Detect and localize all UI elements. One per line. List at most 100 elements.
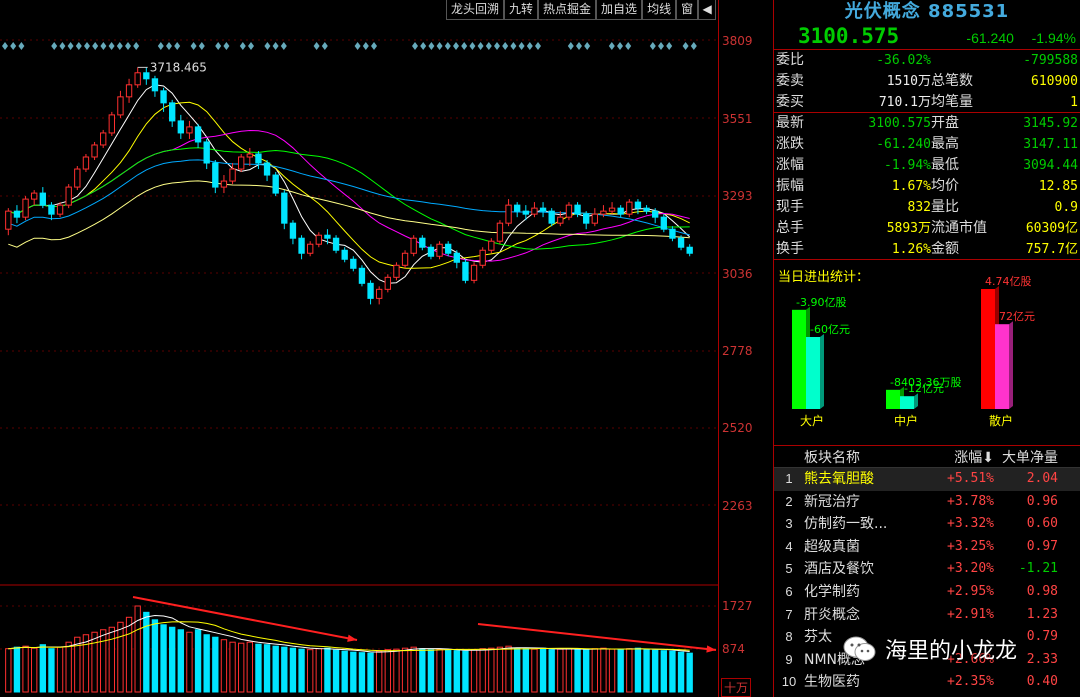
flow-amount-label: -60亿元 <box>810 323 850 336</box>
candle-body <box>341 249 348 260</box>
candle-body <box>263 162 271 176</box>
signal-diamond <box>682 42 689 50</box>
volume-bar <box>143 611 150 693</box>
ma30-line <box>8 147 690 250</box>
sector-row[interactable]: 6 化学制药 +2.95% 0.98 <box>774 581 1080 604</box>
volume-bar <box>669 650 676 693</box>
sector-row[interactable]: 8 芬太 0.79 <box>774 626 1080 649</box>
sector-row[interactable]: 3 仿制药一致... +3.32% 0.60 <box>774 513 1080 536</box>
candle-body <box>505 204 512 224</box>
candle-body <box>5 210 12 230</box>
candle-body <box>272 174 279 194</box>
candle-body <box>522 210 529 215</box>
signal-diamond <box>436 42 443 50</box>
volume-bar <box>48 648 55 693</box>
signal-diamond <box>625 42 632 50</box>
toolbar-add-watchlist-button[interactable]: 加自选 <box>596 0 643 20</box>
kline-chart[interactable]: 3718.465 <box>0 0 718 697</box>
toolbar-ma-button[interactable]: 均线 <box>642 0 677 20</box>
candle-body <box>160 90 167 104</box>
volume-tick: 1727 <box>722 599 753 613</box>
volume-bar <box>341 650 348 693</box>
flow-amount-label: -12亿元 <box>904 382 944 395</box>
sector-row[interactable]: 4 超级真菌 +3.25% 0.97 <box>774 536 1080 559</box>
volume-bar <box>255 643 262 693</box>
volume-bar <box>220 639 228 693</box>
quote-value: -1.94% <box>884 158 931 173</box>
sector-row[interactable]: 10 生物医药 +2.35% 0.40 <box>774 671 1080 694</box>
header-pct[interactable]: 涨幅⬇ <box>954 449 994 465</box>
volume-bar <box>565 648 573 693</box>
sector-row[interactable]: 7 肝炎概念 +2.91% 1.23 <box>774 604 1080 627</box>
volume-bar <box>212 636 219 693</box>
signal-diamond <box>502 42 509 50</box>
volume-bar <box>514 647 521 693</box>
flow-bar-amount <box>900 396 914 409</box>
sector-pct: +2.91% <box>947 606 994 622</box>
quote-value-2: 60309亿 <box>1025 221 1078 236</box>
candle-body <box>600 210 607 215</box>
signal-diamond <box>174 42 181 50</box>
quote-value-2: 12.85 <box>1038 179 1078 194</box>
sector-net: 0.97 <box>1026 538 1058 554</box>
candle-body <box>427 246 435 257</box>
price-tick: 2520 <box>722 421 753 435</box>
volume-bar <box>272 645 279 693</box>
candle-body <box>470 264 478 281</box>
candle-body <box>91 144 98 158</box>
signal-diamond <box>362 42 369 50</box>
signal-diamond <box>116 42 123 50</box>
candle-body <box>574 204 581 215</box>
candle-body <box>307 243 314 254</box>
trend-arrow <box>132 596 358 641</box>
signal-diamond <box>51 42 58 50</box>
toolbar-longtou-button[interactable]: 龙头回溯 <box>446 0 505 20</box>
sector-row[interactable]: 2 新冠治疗 +3.78% 0.96 <box>774 491 1080 514</box>
quote-value: 1510万 <box>886 74 931 89</box>
toolbar-hotspot-button[interactable]: 热点掘金 <box>538 0 597 20</box>
volume-bar <box>548 649 555 693</box>
candle-body <box>13 210 21 218</box>
toolbar-collapse-icon[interactable]: ◀ <box>698 0 717 20</box>
signal-diamond <box>567 42 574 50</box>
kline-chart-area[interactable]: 3718.465 <box>0 0 718 697</box>
header-sector-name[interactable]: 板块名称 <box>804 449 860 465</box>
volume-bar <box>91 631 98 693</box>
candle-body <box>39 192 46 206</box>
candle-body <box>686 246 693 254</box>
candle-body <box>652 210 659 218</box>
signal-diamond <box>535 42 541 50</box>
sector-row[interactable]: 5 酒店及餐饮 +3.20% -1.21 <box>774 558 1080 581</box>
sector-row[interactable]: 1 熊去氧胆酸 +5.51% 2.04 <box>774 468 1080 491</box>
toolbar-window-button[interactable]: 窗 <box>676 0 699 20</box>
quote-value: 5893万 <box>886 221 931 236</box>
candle-body <box>660 216 667 230</box>
signal-diamond <box>666 42 673 50</box>
candle-body <box>100 132 107 146</box>
price-tick: 3809 <box>722 34 753 48</box>
quote-row: 委买 710.1万 均笔量 1 <box>774 92 1080 113</box>
volume-bar <box>462 650 469 693</box>
volume-bar <box>108 626 115 693</box>
sector-rank: 10 <box>781 674 797 690</box>
volume-bar <box>583 649 590 693</box>
quote-label-2: 均价 <box>931 178 959 194</box>
sort-down-icon[interactable]: ⬇ <box>982 449 994 465</box>
volume-ma-line <box>8 614 690 653</box>
volume-bar <box>401 647 409 693</box>
quote-value-2: 3094.44 <box>1023 158 1078 173</box>
signal-diamond <box>453 42 459 50</box>
candle-body <box>583 213 590 224</box>
price-tick: 2778 <box>722 344 753 358</box>
quote-row: 现手 832 量比 0.9 <box>774 197 1080 218</box>
signal-diamond <box>420 42 427 50</box>
quote-value: 832 <box>907 200 931 215</box>
flow-title: 当日进出统计： <box>778 270 870 285</box>
toolbar-jiuzhuan-button[interactable]: 九转 <box>504 0 539 20</box>
candle-body <box>401 252 409 266</box>
sector-rank: 9 <box>785 651 793 667</box>
signal-diamond <box>190 42 197 50</box>
quote-row: 换手 1.26% 金额 757.7亿 <box>774 239 1080 260</box>
header-net[interactable]: 大单净量 <box>1002 449 1058 465</box>
volume-bar <box>315 648 322 693</box>
